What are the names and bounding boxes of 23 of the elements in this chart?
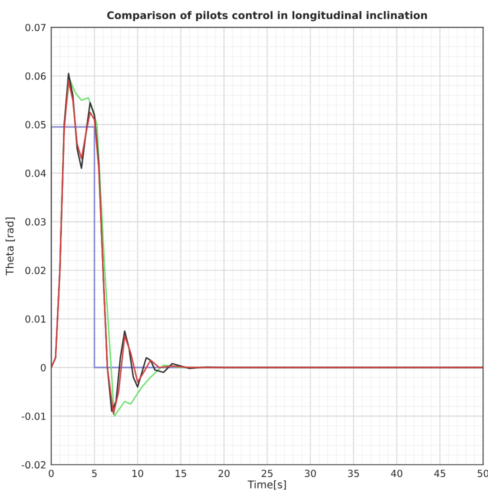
y-tick-label: 0.05 bbox=[25, 121, 46, 128]
x-tick-label: 35 bbox=[348, 470, 359, 478]
x-tick-label: 25 bbox=[262, 470, 273, 478]
y-tick-label: 0.03 bbox=[25, 218, 46, 226]
x-tick-label: 30 bbox=[304, 470, 316, 478]
x-tick-label: 20 bbox=[218, 470, 230, 478]
y-tick-label: 0.04 bbox=[25, 170, 46, 177]
x-tick-label: 45 bbox=[434, 470, 446, 478]
x-tick-label: 10 bbox=[132, 470, 144, 478]
y-axis-title: Theta [rad] bbox=[6, 218, 15, 276]
x-tick-label: 40 bbox=[391, 470, 402, 478]
y-tick-label: -0.01 bbox=[22, 412, 46, 420]
y-tick-label: 0.07 bbox=[25, 24, 46, 32]
x-tick-label: 0 bbox=[48, 470, 54, 478]
y-tick-label: 0.06 bbox=[25, 72, 46, 80]
x-tick-label: 5 bbox=[92, 470, 97, 478]
x-tick-label: 15 bbox=[176, 470, 186, 478]
y-tick-label: 0.01 bbox=[25, 315, 46, 323]
x-axis-title: Time[s] bbox=[248, 480, 286, 490]
chart-title: Comparison of pilots control in longitudinal inclination bbox=[107, 11, 427, 22]
y-tick-label: 0.02 bbox=[25, 266, 46, 274]
y-tick-label: 0 bbox=[40, 364, 46, 372]
y-tick-label: -0.02 bbox=[22, 461, 46, 469]
